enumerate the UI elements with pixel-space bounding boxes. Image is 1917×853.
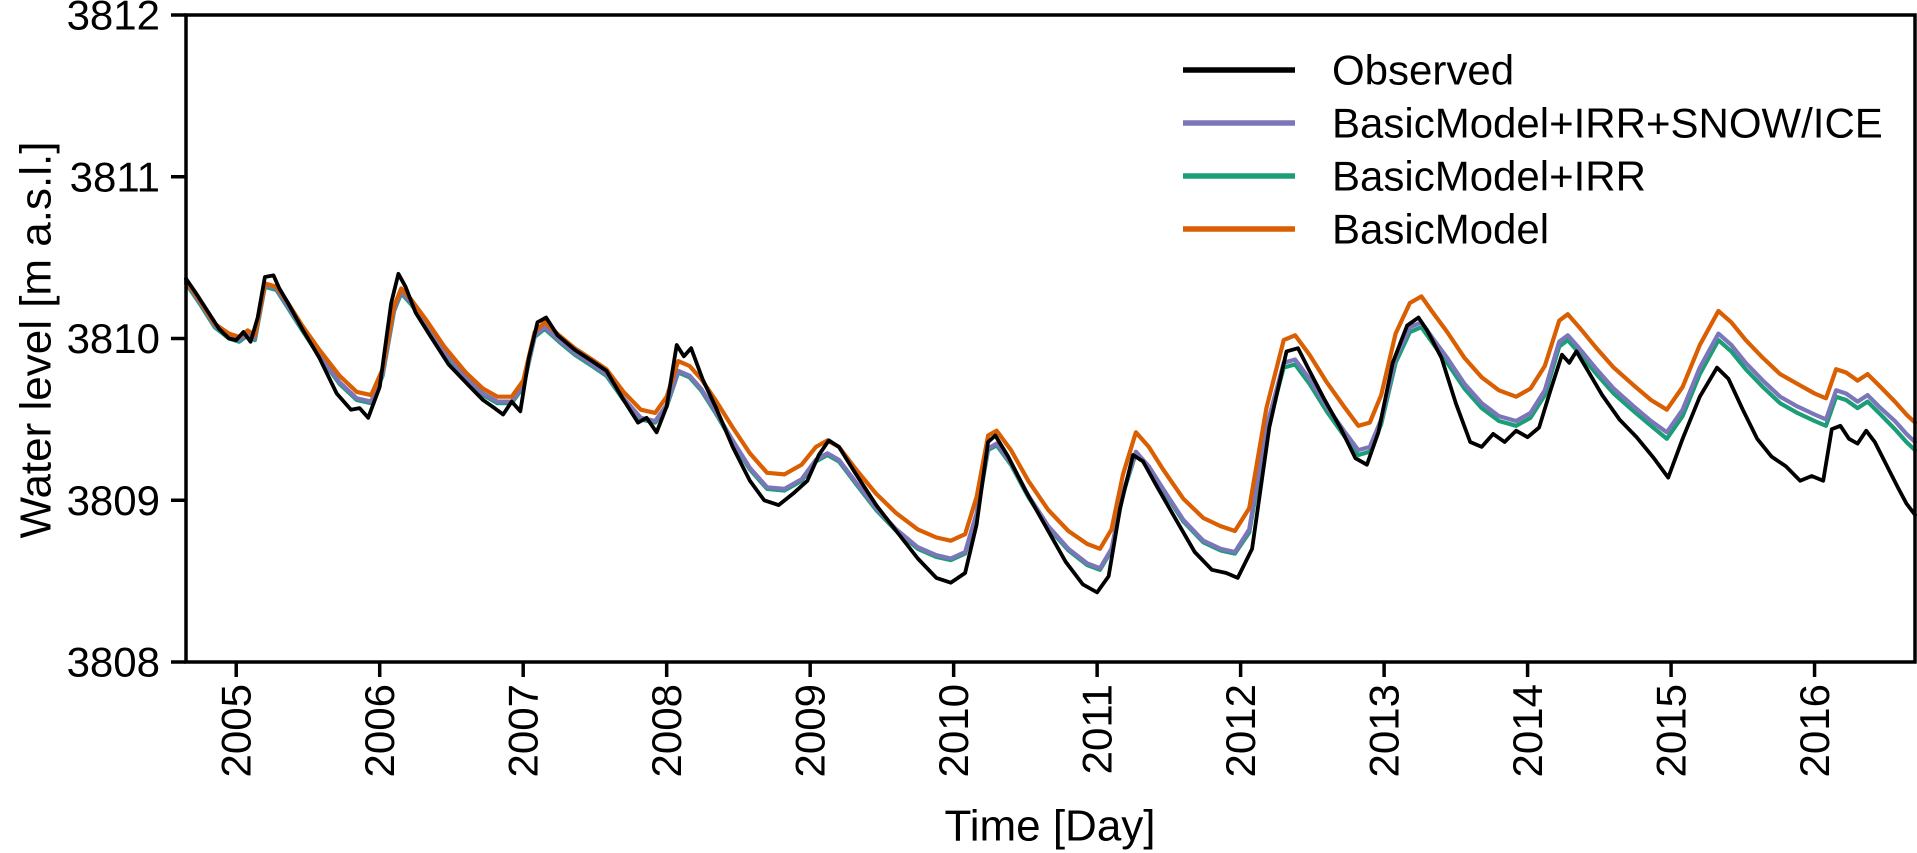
legend-label: Observed — [1332, 47, 1514, 94]
x-tick-label: 2008 — [643, 684, 690, 777]
x-tick-label: 2013 — [1361, 684, 1408, 777]
series-line-observed — [184, 271, 1917, 595]
legend: Observed BasicModel+IRR+SNOW/ICE BasicMode… — [1183, 47, 1883, 253]
legend-label: BasicModel+IRR+SNOW/ICE — [1332, 100, 1883, 147]
x-tick-label: 2014 — [1504, 684, 1551, 777]
x-tick-label: 2012 — [1217, 684, 1264, 777]
x-tick-label: 2007 — [500, 684, 547, 777]
legend-entry: BasicModel+IRR — [1183, 153, 1646, 200]
x-tick-label: 2011 — [1074, 684, 1121, 774]
x-tick-label: 2005 — [213, 684, 260, 777]
x-tick-label: 2006 — [356, 684, 403, 777]
legend-label: BasicModel+IRR — [1332, 153, 1646, 200]
legend-entry: Observed — [1183, 47, 1514, 94]
legend-label: BasicModel — [1332, 206, 1549, 253]
x-axis-ticks: 2005 2006 2007 2008 2009 2010 2011 2012 2013 2014… — [213, 662, 1838, 777]
x-tick-label: 2009 — [787, 684, 834, 777]
y-tick-label: 3812 — [67, 0, 160, 39]
y-tick-label: 3811 — [70, 153, 160, 200]
series-line-basicmodel-irr-snow-ice — [184, 279, 1917, 571]
legend-entry: BasicModel — [1183, 206, 1549, 253]
x-tick-label: 2010 — [930, 684, 977, 777]
series-lines — [184, 271, 1917, 595]
y-tick-label: 3809 — [67, 477, 160, 524]
legend-entry: BasicModel+IRR+SNOW/ICE — [1183, 100, 1883, 147]
y-axis-ticks: 3808 3809 3810 3811 3812 — [67, 0, 186, 686]
x-axis-label: Time [Day] — [944, 802, 1155, 851]
y-tick-label: 3810 — [67, 315, 160, 362]
x-tick-label: 2015 — [1648, 684, 1695, 777]
y-tick-label: 3808 — [67, 639, 160, 686]
y-axis-label: Water level [m a.s.l.] — [12, 142, 61, 539]
series-line-basicmodel — [184, 278, 1917, 551]
x-tick-label: 2016 — [1791, 684, 1838, 777]
